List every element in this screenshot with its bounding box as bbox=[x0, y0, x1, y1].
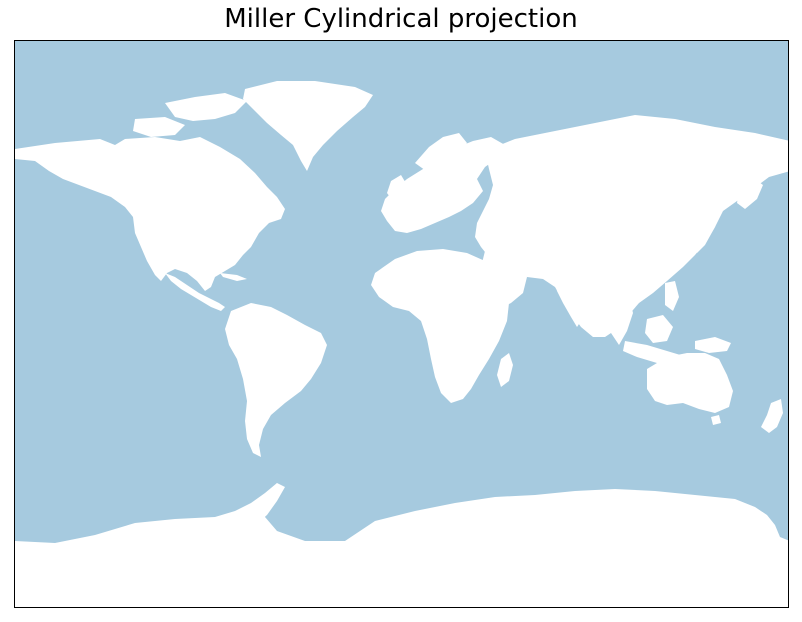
southeast-asia bbox=[603, 285, 633, 345]
map-title: Miller Cylindrical projection bbox=[224, 4, 578, 34]
antarctica bbox=[15, 483, 788, 607]
new-zealand bbox=[761, 399, 783, 433]
greenland bbox=[243, 81, 373, 171]
south-america bbox=[225, 303, 327, 457]
central-america bbox=[165, 273, 225, 311]
japan bbox=[691, 193, 719, 253]
india bbox=[555, 279, 591, 327]
kamchatka bbox=[737, 179, 763, 209]
map-frame[interactable] bbox=[14, 40, 789, 608]
africa bbox=[371, 249, 509, 403]
continents bbox=[15, 81, 788, 607]
antarctic-peninsula bbox=[245, 483, 285, 525]
new-guinea bbox=[695, 337, 731, 353]
british-isles bbox=[387, 175, 407, 201]
world-map[interactable] bbox=[15, 41, 789, 608]
tasmania bbox=[711, 415, 721, 425]
australia bbox=[647, 353, 733, 413]
north-america bbox=[15, 137, 285, 291]
arctic-islands bbox=[165, 93, 247, 121]
europe bbox=[381, 137, 505, 233]
asia bbox=[475, 115, 788, 337]
madagascar bbox=[497, 353, 513, 387]
philippines bbox=[665, 281, 679, 311]
arctic-islands-2 bbox=[133, 117, 185, 137]
caribbean-islands bbox=[220, 273, 247, 281]
scandinavia bbox=[415, 133, 467, 173]
borneo bbox=[645, 315, 673, 343]
